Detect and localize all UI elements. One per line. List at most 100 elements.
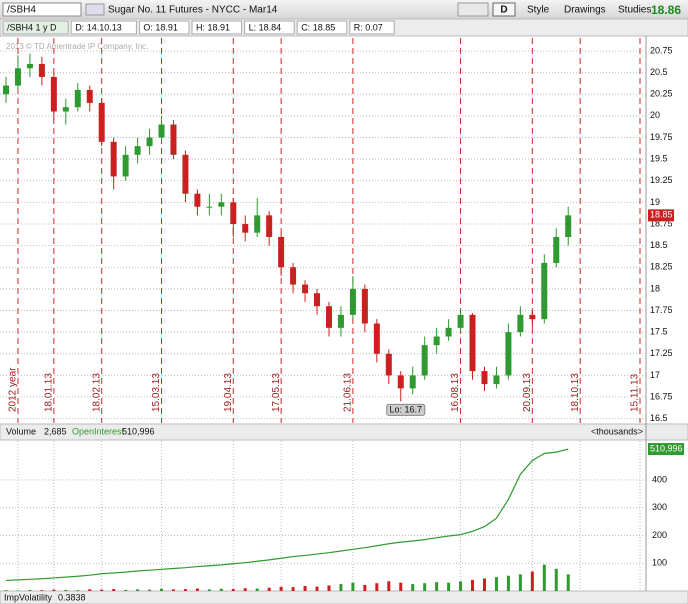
volume-bar xyxy=(363,584,367,591)
y-tick-label: 400 xyxy=(652,474,667,484)
volume-bar xyxy=(124,589,128,591)
symbol-box[interactable] xyxy=(2,2,82,17)
candle-body xyxy=(3,85,9,95)
volume-bar xyxy=(518,574,522,591)
unit-label: <thousands> xyxy=(591,426,643,436)
period-button[interactable] xyxy=(492,2,516,17)
candle-body xyxy=(98,102,105,142)
candle-body xyxy=(421,345,428,376)
date-label: 17.05.13 xyxy=(271,373,282,412)
candle-body xyxy=(361,288,368,324)
candle-body xyxy=(565,215,572,237)
footer-study: ImpVolatility xyxy=(4,592,53,602)
candle-body xyxy=(26,63,33,69)
candle-body xyxy=(505,332,512,376)
symbol[interactable]: /SBH4 xyxy=(7,5,36,16)
candle-body xyxy=(445,327,452,337)
annotation: Lo: 16.7 xyxy=(389,405,422,415)
style-button[interactable]: Style xyxy=(527,5,550,16)
link-icon[interactable] xyxy=(85,3,105,16)
volume-bar xyxy=(399,582,403,591)
volume-bar xyxy=(52,589,56,591)
watermark: 2013 © TD Ameritrade IP Company, Inc. xyxy=(6,42,148,51)
candle-body xyxy=(302,284,309,294)
volume-bar xyxy=(471,579,475,591)
tools-icon[interactable] xyxy=(457,2,489,17)
volume-bar xyxy=(447,582,451,591)
volume-bar xyxy=(160,588,164,591)
volume-bar xyxy=(100,589,104,591)
candle-body xyxy=(134,146,141,155)
volume-bar xyxy=(4,590,8,591)
candle-body xyxy=(110,141,117,177)
volume-bar xyxy=(207,589,211,591)
toolbar xyxy=(0,0,688,19)
candle-body xyxy=(122,154,129,177)
date-label: 18.02.13 xyxy=(91,373,102,412)
candle-body xyxy=(433,336,440,346)
date-label: 16.08.13 xyxy=(450,373,461,412)
volume-bar xyxy=(231,589,235,591)
candle-body xyxy=(541,262,548,320)
volume-bar xyxy=(435,582,439,591)
oi-value: 510,996 xyxy=(122,426,155,436)
volume-bar xyxy=(459,581,463,591)
drawings-button[interactable]: Drawings xyxy=(564,5,606,16)
candle-body xyxy=(349,288,356,315)
volume-value: 2,685 xyxy=(44,426,67,436)
oi-marker-label: 510,996 xyxy=(650,443,683,453)
date-label: 20.09.13 xyxy=(522,373,533,412)
last-price: 18.86 xyxy=(651,3,681,17)
info-cell xyxy=(244,20,295,35)
volume-bar xyxy=(279,586,283,591)
candle-body xyxy=(553,236,560,263)
studies-button[interactable]: Studies xyxy=(618,5,651,16)
info-cell xyxy=(2,20,69,35)
price-marker-label: 18.85 xyxy=(650,210,673,220)
info-cell xyxy=(138,20,190,35)
candle-body xyxy=(146,137,153,147)
candle-body xyxy=(86,89,93,103)
volume-bar xyxy=(387,581,391,591)
description: Sugar No. 11 Futures - NYCC - Mar14 xyxy=(108,5,278,16)
y-tick-label: 20.75 xyxy=(650,45,673,55)
volume-bar xyxy=(267,587,271,591)
y-tick-label: 17.25 xyxy=(650,348,673,358)
y-tick-label: 18 xyxy=(650,283,660,293)
info-text: L: 18.84 xyxy=(249,22,282,32)
y-tick-label: 19.5 xyxy=(650,153,668,163)
volume-bar xyxy=(243,588,247,591)
volume-bar xyxy=(112,589,116,591)
info-cell xyxy=(70,20,137,35)
price-marker xyxy=(648,209,674,222)
candle-body xyxy=(517,314,524,333)
candle-body xyxy=(314,293,321,307)
candle-body xyxy=(206,206,213,208)
volume-bar xyxy=(303,586,307,591)
period-label[interactable]: D xyxy=(500,5,507,16)
oi-line xyxy=(5,448,569,582)
volume-bar xyxy=(219,588,223,591)
volume-bar xyxy=(171,589,175,591)
info-cell xyxy=(296,20,348,35)
volume-bar xyxy=(40,590,44,591)
volume-bar xyxy=(339,584,343,591)
candle-body xyxy=(529,314,536,320)
volume-bar xyxy=(423,583,427,591)
candle-body xyxy=(62,107,69,112)
annotation-box xyxy=(386,403,426,416)
info-text: C: 18.85 xyxy=(301,22,335,32)
volume-bar xyxy=(16,590,20,591)
info-cell xyxy=(349,20,395,35)
y-tick-label: 17.5 xyxy=(650,327,668,337)
volume-bar xyxy=(506,575,510,591)
y-tick-label: 18.25 xyxy=(650,262,673,272)
volume-bar xyxy=(566,574,570,591)
candle-body xyxy=(38,63,45,77)
date-label: 15.11.13 xyxy=(630,373,641,412)
candle-body xyxy=(242,224,249,233)
candle-body xyxy=(218,202,225,207)
candle-body xyxy=(170,124,177,155)
info-cell xyxy=(191,20,243,35)
